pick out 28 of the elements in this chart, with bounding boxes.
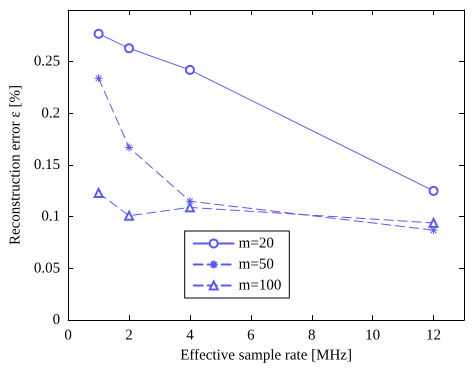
x-tick-label: 0 [64, 328, 72, 344]
x-tick-label: 10 [365, 328, 380, 344]
point [124, 142, 134, 152]
legend-label: m=50 [238, 256, 274, 272]
legend-label: m=100 [238, 278, 282, 294]
point [184, 202, 195, 212]
x-tick-label: 4 [186, 328, 194, 344]
x-tick-label: 8 [308, 328, 316, 344]
point [94, 74, 104, 83]
point [428, 186, 439, 196]
point [94, 28, 104, 39]
point [124, 43, 134, 54]
point [184, 64, 195, 75]
point [428, 218, 439, 228]
point [94, 188, 104, 198]
x-tick-label: 6 [247, 328, 256, 344]
y-tick-label: 0.1 [41, 208, 60, 225]
point [124, 210, 134, 221]
y-tick-label: 0.05 [34, 260, 60, 276]
x-axis-title: Effective sample rate [MHz] [180, 348, 352, 364]
y-axis-title: Reconstruction error ε [%] [8, 85, 24, 246]
y-tick-label: 0.2 [41, 105, 60, 122]
legend-label: m=20 [238, 236, 274, 252]
y-tick-label: 0.15 [34, 157, 60, 174]
x-tick-label: 12 [426, 328, 442, 344]
x-tick-label: 2 [125, 328, 133, 344]
y-tick-label: 0 [52, 312, 60, 328]
y-tick-label: 0.25 [34, 54, 60, 70]
